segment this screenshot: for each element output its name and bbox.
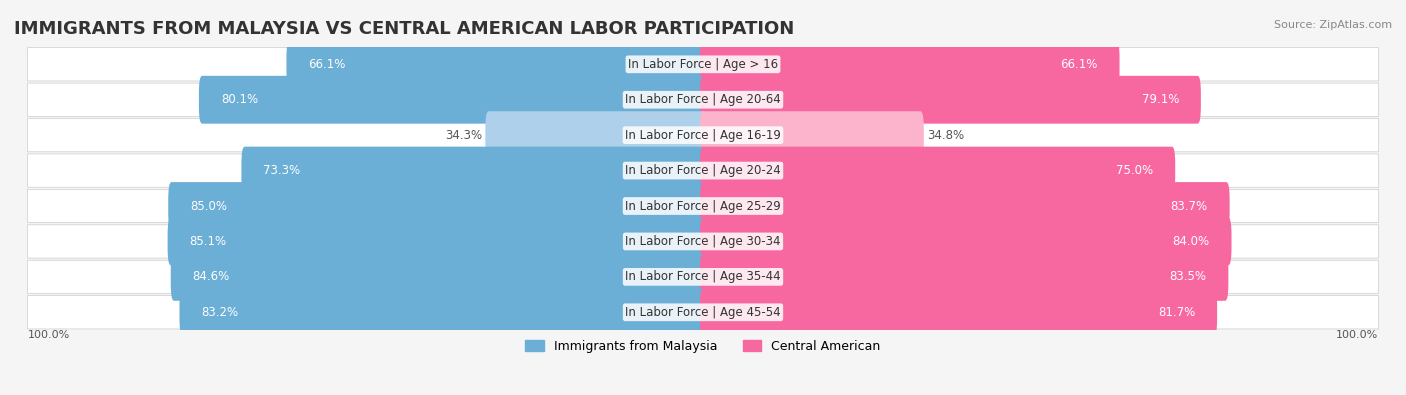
FancyBboxPatch shape bbox=[485, 111, 706, 159]
FancyBboxPatch shape bbox=[27, 48, 1379, 81]
FancyBboxPatch shape bbox=[180, 288, 706, 336]
FancyBboxPatch shape bbox=[242, 147, 706, 194]
Legend: Immigrants from Malaysia, Central American: Immigrants from Malaysia, Central Americ… bbox=[520, 335, 886, 358]
FancyBboxPatch shape bbox=[27, 118, 1379, 152]
FancyBboxPatch shape bbox=[287, 40, 706, 88]
Text: 100.0%: 100.0% bbox=[28, 330, 70, 340]
FancyBboxPatch shape bbox=[700, 218, 1232, 265]
FancyBboxPatch shape bbox=[169, 182, 706, 230]
FancyBboxPatch shape bbox=[700, 76, 1201, 124]
Text: 73.3%: 73.3% bbox=[263, 164, 301, 177]
Text: Source: ZipAtlas.com: Source: ZipAtlas.com bbox=[1274, 20, 1392, 30]
FancyBboxPatch shape bbox=[700, 182, 1230, 230]
Text: 85.1%: 85.1% bbox=[190, 235, 226, 248]
FancyBboxPatch shape bbox=[170, 253, 706, 301]
Text: 34.3%: 34.3% bbox=[446, 129, 482, 142]
Text: In Labor Force | Age 25-29: In Labor Force | Age 25-29 bbox=[626, 199, 780, 213]
FancyBboxPatch shape bbox=[198, 76, 706, 124]
Text: In Labor Force | Age 30-34: In Labor Force | Age 30-34 bbox=[626, 235, 780, 248]
Text: 83.2%: 83.2% bbox=[201, 306, 239, 319]
FancyBboxPatch shape bbox=[27, 154, 1379, 187]
Text: 66.1%: 66.1% bbox=[308, 58, 346, 71]
Text: 84.6%: 84.6% bbox=[193, 270, 229, 283]
Text: 85.0%: 85.0% bbox=[190, 199, 228, 213]
FancyBboxPatch shape bbox=[27, 225, 1379, 258]
Text: In Labor Force | Age > 16: In Labor Force | Age > 16 bbox=[628, 58, 778, 71]
FancyBboxPatch shape bbox=[700, 147, 1175, 194]
Text: In Labor Force | Age 20-24: In Labor Force | Age 20-24 bbox=[626, 164, 780, 177]
Text: 83.7%: 83.7% bbox=[1171, 199, 1208, 213]
Text: 81.7%: 81.7% bbox=[1159, 306, 1195, 319]
FancyBboxPatch shape bbox=[27, 189, 1379, 223]
FancyBboxPatch shape bbox=[27, 83, 1379, 117]
Text: 100.0%: 100.0% bbox=[1336, 330, 1378, 340]
Text: 34.8%: 34.8% bbox=[927, 129, 965, 142]
FancyBboxPatch shape bbox=[700, 288, 1218, 336]
Text: 84.0%: 84.0% bbox=[1173, 235, 1209, 248]
FancyBboxPatch shape bbox=[700, 111, 924, 159]
Text: 83.5%: 83.5% bbox=[1170, 270, 1206, 283]
Text: IMMIGRANTS FROM MALAYSIA VS CENTRAL AMERICAN LABOR PARTICIPATION: IMMIGRANTS FROM MALAYSIA VS CENTRAL AMER… bbox=[14, 20, 794, 38]
FancyBboxPatch shape bbox=[27, 295, 1379, 329]
Text: In Labor Force | Age 45-54: In Labor Force | Age 45-54 bbox=[626, 306, 780, 319]
Text: 79.1%: 79.1% bbox=[1142, 93, 1180, 106]
FancyBboxPatch shape bbox=[700, 40, 1119, 88]
FancyBboxPatch shape bbox=[700, 253, 1229, 301]
FancyBboxPatch shape bbox=[167, 218, 706, 265]
Text: 80.1%: 80.1% bbox=[221, 93, 257, 106]
Text: In Labor Force | Age 16-19: In Labor Force | Age 16-19 bbox=[626, 129, 780, 142]
Text: In Labor Force | Age 35-44: In Labor Force | Age 35-44 bbox=[626, 270, 780, 283]
FancyBboxPatch shape bbox=[27, 260, 1379, 293]
Text: 75.0%: 75.0% bbox=[1116, 164, 1153, 177]
Text: 66.1%: 66.1% bbox=[1060, 58, 1098, 71]
Text: In Labor Force | Age 20-64: In Labor Force | Age 20-64 bbox=[626, 93, 780, 106]
